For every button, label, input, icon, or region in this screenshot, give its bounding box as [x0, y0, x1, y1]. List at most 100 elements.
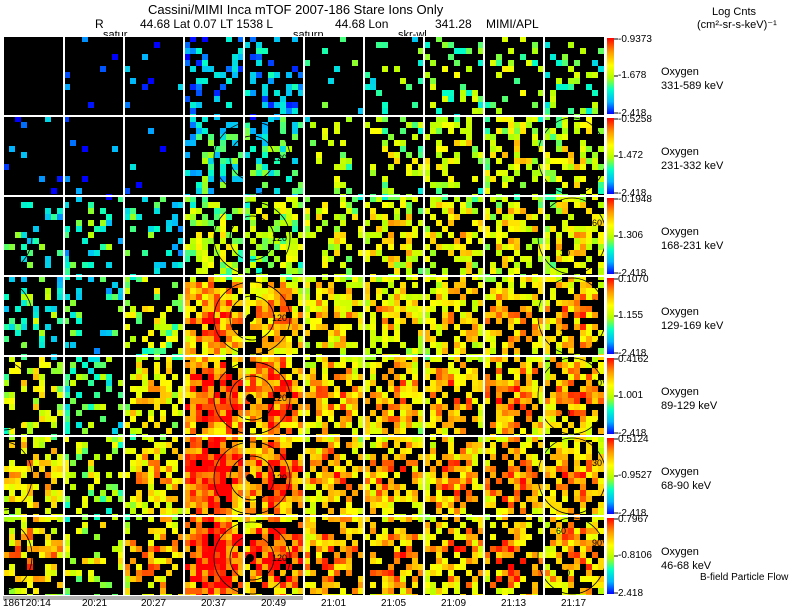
heatmap-cell — [238, 502, 244, 508]
heatmap-cell — [57, 276, 63, 282]
heatmap-cell — [526, 392, 532, 398]
heatmap-cell — [448, 576, 454, 582]
heatmap-cell — [484, 164, 490, 170]
heatmap-cell — [280, 540, 286, 546]
heatmap-cell — [472, 324, 478, 330]
heatmap-cell — [430, 288, 436, 294]
heatmap-cell — [586, 496, 592, 502]
heatmap-cell — [88, 262, 94, 268]
heatmap-cell — [340, 196, 346, 202]
heatmap-cell — [45, 306, 51, 312]
heatmap-cell — [376, 502, 382, 508]
heatmap-cell — [370, 336, 376, 342]
heatmap-cell — [94, 250, 100, 256]
heatmap-cell — [550, 422, 556, 428]
heatmap-cell — [538, 398, 544, 404]
heatmap-cell — [262, 374, 268, 380]
heatmap-cell — [202, 516, 208, 522]
heatmap-cell — [190, 276, 196, 282]
heatmap-cell — [382, 102, 388, 108]
heatmap-cell — [382, 528, 388, 534]
heatmap-cell — [454, 484, 460, 490]
contour-label: 60 — [592, 218, 602, 228]
heatmap-cell — [244, 122, 250, 128]
heatmap-cell — [244, 552, 250, 558]
heatmap-cell — [364, 398, 370, 404]
heatmap-cell — [208, 232, 214, 238]
heatmap-cell — [202, 540, 208, 546]
heatmap-cell — [64, 72, 70, 78]
heatmap-cell — [544, 472, 550, 478]
heatmap-cell — [118, 196, 124, 202]
heatmap-cell — [538, 256, 544, 262]
heatmap-cell — [550, 416, 556, 422]
heatmap-cell — [220, 318, 226, 324]
heatmap-cell — [502, 410, 508, 416]
heatmap-cell — [130, 558, 136, 564]
heatmap-cell — [214, 362, 220, 368]
panel-frame — [544, 36, 605, 116]
heatmap-cell — [442, 182, 448, 188]
heatmap-cell — [292, 288, 298, 294]
heatmap-cell — [262, 528, 268, 534]
heatmap-cell — [310, 502, 316, 508]
heatmap-cell — [202, 472, 208, 478]
heatmap-cell — [394, 158, 400, 164]
heatmap-cell — [166, 392, 172, 398]
heatmap-cell — [3, 392, 9, 398]
heatmap-cell — [57, 454, 63, 460]
r-label: R — [95, 17, 104, 31]
heatmap-cell — [436, 202, 442, 208]
heatmap-cell — [496, 54, 502, 60]
heatmap-cell — [352, 466, 358, 472]
heatmap-cell — [262, 312, 268, 318]
heatmap-cell — [124, 540, 130, 546]
heatmap-cell — [472, 460, 478, 466]
heatmap-cell — [76, 448, 82, 454]
heatmap-cell — [130, 214, 136, 220]
heatmap-cell — [568, 448, 574, 454]
heatmap-cell — [592, 288, 598, 294]
heatmap-cell — [280, 528, 286, 534]
heatmap-cell — [358, 442, 364, 448]
heatmap-cell — [574, 244, 580, 250]
heatmap-cell — [556, 256, 562, 262]
heatmap-cell — [532, 176, 538, 182]
heatmap-cell — [322, 454, 328, 460]
time-tick-label: 21:13 — [501, 598, 527, 609]
heatmap-cell — [9, 528, 15, 534]
panel-frame — [364, 356, 424, 436]
heatmap-cell — [358, 108, 364, 114]
heatmap-cell — [568, 158, 574, 164]
heatmap-cell — [106, 454, 112, 460]
heatmap-cell — [526, 454, 532, 460]
heatmap-cell — [262, 558, 268, 564]
heatmap-cell — [406, 164, 412, 170]
heatmap-cell — [124, 102, 130, 108]
heatmap-cell — [454, 336, 460, 342]
heatmap-cell — [33, 528, 39, 534]
heatmap-cell — [496, 300, 502, 306]
heatmap-cell — [244, 582, 250, 588]
heatmap-cell — [412, 398, 418, 404]
heatmap-cell — [118, 436, 124, 442]
heatmap-cell — [33, 324, 39, 330]
heatmap-cell — [304, 294, 310, 300]
heatmap-cell — [370, 170, 376, 176]
heatmap-cell — [250, 528, 256, 534]
heatmap-cell — [148, 448, 154, 454]
heatmap-cell — [436, 330, 442, 336]
heatmap-cell — [100, 522, 106, 528]
heatmap-cell — [33, 226, 39, 232]
heatmap-cell — [496, 490, 502, 496]
heatmap-cell — [598, 146, 604, 152]
heatmap-cell — [406, 436, 412, 442]
heatmap-cell — [388, 256, 394, 262]
heatmap-cell — [328, 448, 334, 454]
heatmap-cell — [148, 78, 154, 84]
heatmap-cell — [304, 208, 310, 214]
heatmap-cell — [568, 478, 574, 484]
heatmap-cell — [376, 386, 382, 392]
heatmap-cell — [322, 362, 328, 368]
heatmap-cell — [232, 134, 238, 140]
